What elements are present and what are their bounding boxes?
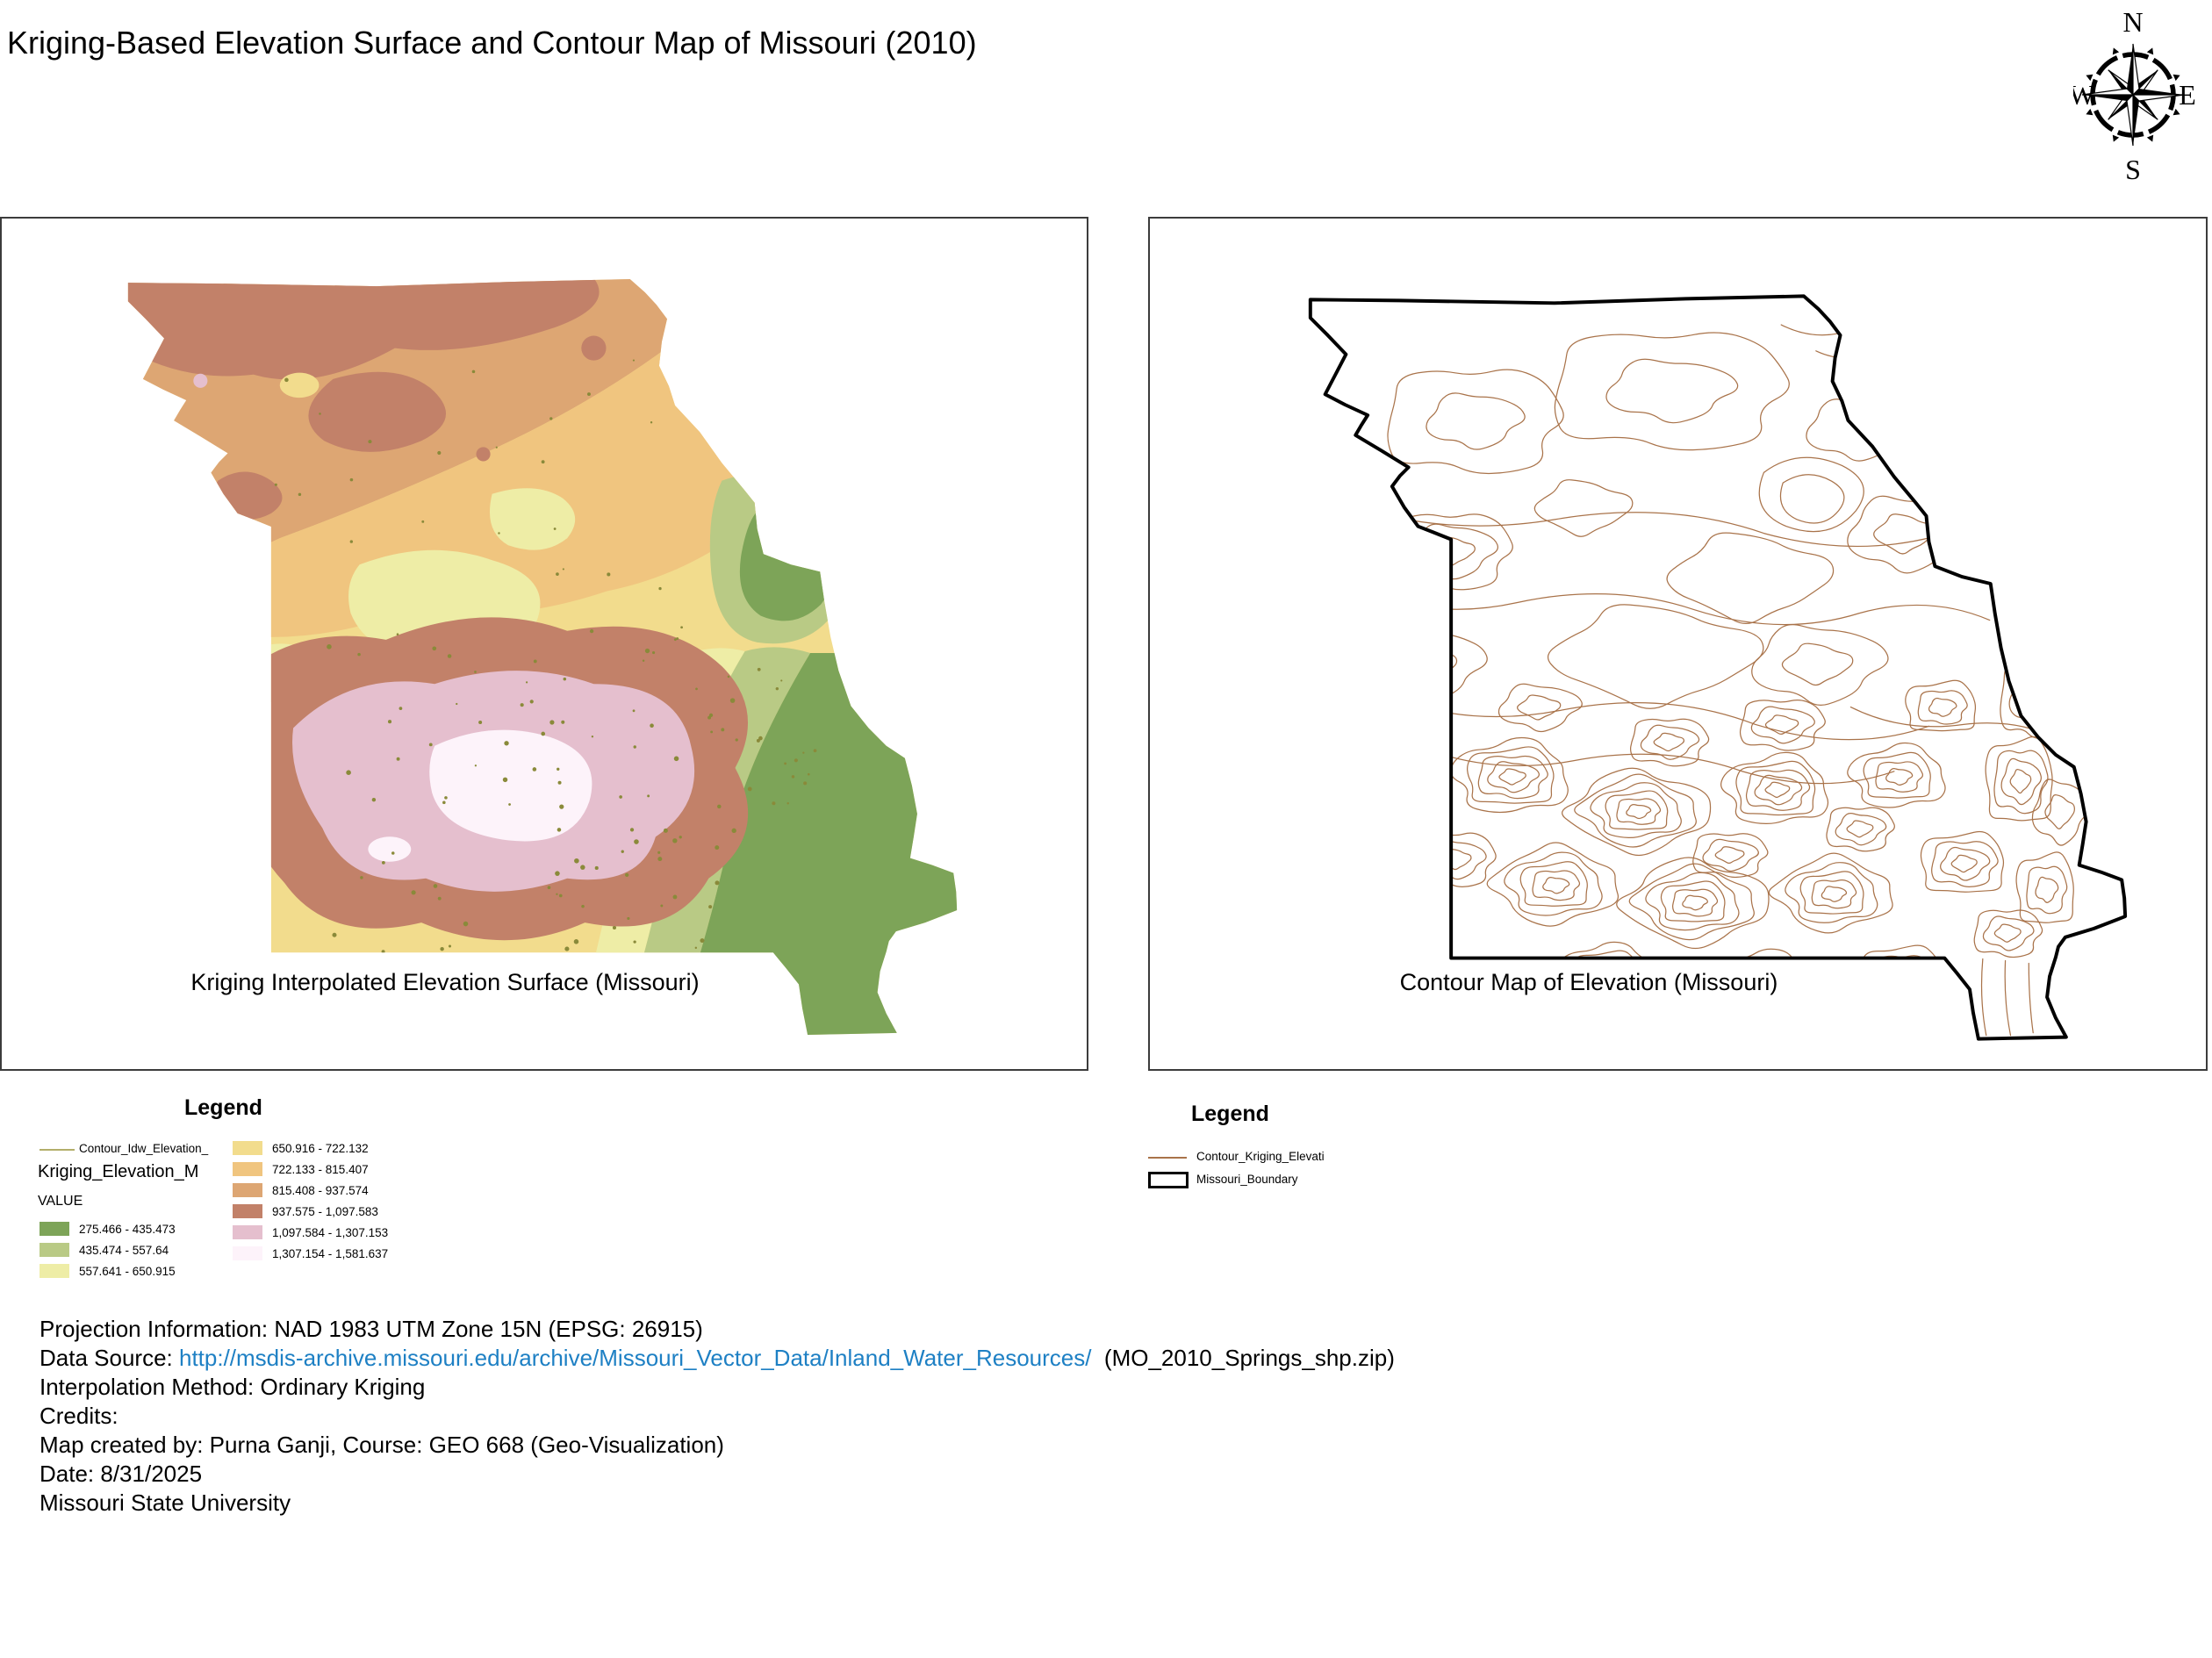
class-range: 1,307.154 - 1,581.637 xyxy=(272,1247,389,1260)
compass-rose-icon: N S E W xyxy=(2073,6,2196,184)
data-source-label: Data Source: xyxy=(40,1345,179,1371)
compass-south-label: S xyxy=(2125,154,2141,184)
class-range: 557.641 - 650.915 xyxy=(79,1265,176,1278)
compass-north-label: N xyxy=(2122,6,2143,38)
right-map-caption: Contour Map of Elevation (Missouri) xyxy=(1399,969,1778,995)
class-swatch xyxy=(40,1243,69,1257)
credits-label: Credits: xyxy=(40,1403,118,1429)
elevation-surface-layers xyxy=(127,279,958,1035)
boundary-swatch xyxy=(1148,1172,1189,1188)
compass-star xyxy=(2081,43,2185,147)
left-map-caption: Kriging Interpolated Elevation Surface (… xyxy=(190,969,700,995)
value-field-label: VALUE xyxy=(38,1194,83,1209)
kriging-layer-name: Kriging_Elevation_M xyxy=(38,1162,199,1181)
class-range: 650.916 - 722.132 xyxy=(272,1142,369,1155)
class-swatch xyxy=(233,1246,262,1260)
class-range: 722.133 - 815.407 xyxy=(272,1163,369,1176)
class-swatch xyxy=(40,1222,69,1236)
idw-contour-label: Contour_Idw_Elevation_ xyxy=(79,1142,209,1155)
right-legend-title: Legend xyxy=(1191,1102,1269,1126)
footer-info: Projection Information: NAD 1983 UTM Zon… xyxy=(40,1315,1620,1518)
missouri-boundary-outline xyxy=(1308,294,2128,1041)
class-swatch xyxy=(233,1141,262,1155)
class-range: 275.466 - 435.473 xyxy=(79,1223,176,1236)
class-range: 435.474 - 557.64 xyxy=(79,1244,169,1257)
map-date: Date: 8/31/2025 xyxy=(40,1461,203,1487)
university: Missouri State University xyxy=(40,1489,291,1516)
idw-contour-line-swatch xyxy=(40,1149,75,1151)
contour-map-frame: Contour Map of Elevation (Missouri) xyxy=(1148,217,2208,1071)
class-range: 1,097.584 - 1,307.153 xyxy=(272,1226,389,1239)
contour-map xyxy=(1308,294,2128,1041)
class-range: 815.408 - 937.574 xyxy=(272,1184,369,1197)
data-source-line: Data Source: http://msdis-archive.missou… xyxy=(40,1344,1620,1373)
left-legend-title: Legend xyxy=(184,1095,262,1120)
class-swatch xyxy=(233,1204,262,1218)
kriging-surface-map xyxy=(127,279,958,1035)
interpolation-method: Interpolation Method: Ordinary Kriging xyxy=(40,1374,426,1400)
kriging-contour-lines xyxy=(1346,324,2090,1037)
boundary-label: Missouri_Boundary xyxy=(1196,1173,1298,1186)
kriging-surface-map-frame: Kriging Interpolated Elevation Surface (… xyxy=(0,217,1088,1071)
class-swatch xyxy=(233,1162,262,1176)
page-title: Kriging-Based Elevation Surface and Cont… xyxy=(7,25,977,61)
kriging-contour-label: Contour_Kriging_Elevati xyxy=(1196,1150,1325,1163)
kriging-contour-line-swatch xyxy=(1148,1157,1187,1159)
projection-info: Projection Information: NAD 1983 UTM Zon… xyxy=(40,1316,703,1342)
class-range: 937.575 - 1,097.583 xyxy=(272,1205,378,1218)
left-legend: Legend Contour_Idw_Elevation_ Kriging_El… xyxy=(35,1095,448,1284)
compass-west-label: W xyxy=(2073,79,2096,111)
right-legend: Legend Contour_Kriging_Elevati Missouri_… xyxy=(1146,1102,1435,1207)
data-source-file: (MO_2010_Springs_shp.zip) xyxy=(1091,1345,1395,1371)
compass-east-label: E xyxy=(2179,79,2196,111)
created-by: Map created by: Purna Ganji, Course: GEO… xyxy=(40,1432,724,1458)
class-swatch xyxy=(233,1225,262,1239)
class-swatch xyxy=(233,1183,262,1197)
data-source-link[interactable]: http://msdis-archive.missouri.edu/archiv… xyxy=(178,1345,1092,1371)
class-swatch xyxy=(40,1264,69,1278)
